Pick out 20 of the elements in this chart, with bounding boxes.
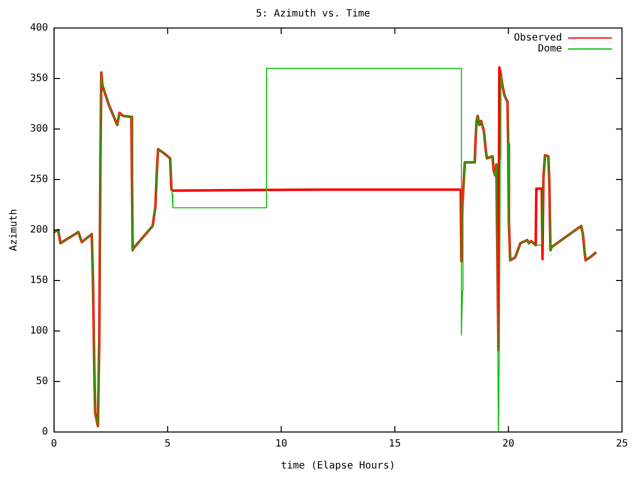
y-tick-label: 150: [30, 275, 48, 286]
legend-label: Dome: [538, 44, 562, 55]
chart-title: 5: Azimuth vs. Time: [256, 8, 370, 20]
y-tick-label: 400: [30, 22, 48, 34]
y-tick-label: 250: [30, 174, 48, 186]
x-tick-label: 5: [164, 438, 171, 450]
legend-label: Observed: [514, 32, 562, 44]
y-tick-label: 0: [42, 426, 48, 438]
y-tick-label: 300: [30, 124, 48, 135]
y-tick-label: 50: [36, 376, 48, 388]
y-axis-title: Azimuth: [8, 208, 20, 252]
x-tick-label: 25: [616, 438, 628, 450]
x-tick-label: 15: [388, 438, 401, 450]
y-tick-label: 350: [30, 73, 48, 84]
x-tick-label: 0: [51, 438, 58, 450]
x-axis-title: time (Elapse Hours): [280, 460, 396, 472]
y-tick-label: 200: [30, 224, 48, 236]
x-tick-label: 10: [275, 438, 288, 450]
y-tick-label: 100: [30, 326, 48, 337]
x-tick-label: 20: [502, 438, 514, 450]
